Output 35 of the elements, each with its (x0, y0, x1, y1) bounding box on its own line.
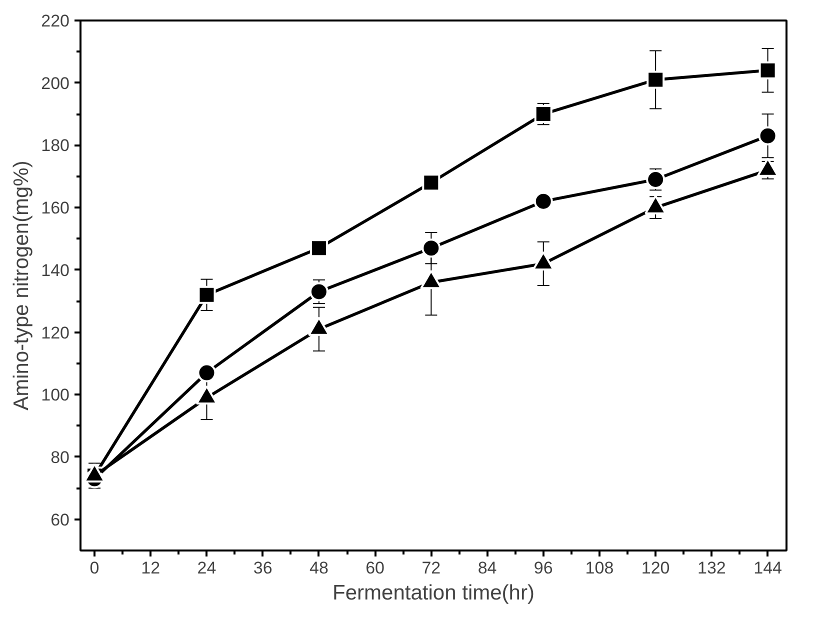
x-tick-label: 144 (754, 558, 782, 578)
y-axis-title: Amino-type nitrogen(mg%) (10, 160, 34, 410)
y-tick-label: 80 (50, 448, 70, 467)
point (646, 70, 665, 89)
y-tick-label: 220 (41, 12, 70, 30)
point (646, 170, 666, 189)
x-tick-label: 60 (366, 558, 385, 578)
x-tick-label: 12 (141, 558, 160, 578)
x-tick-label: 84 (478, 558, 497, 578)
x-tick-label: 72 (422, 558, 441, 578)
x-tick-label: 96 (534, 558, 553, 578)
point (198, 286, 216, 304)
point (422, 238, 441, 258)
x-tick-label: 36 (253, 558, 272, 578)
point (422, 174, 440, 192)
x-tick-label: 0 (90, 558, 100, 578)
point (758, 61, 777, 80)
x-tick-label: 108 (585, 558, 614, 578)
y-tick-label: 200 (41, 74, 70, 93)
x-tick-label: 48 (309, 558, 328, 578)
point (197, 363, 216, 382)
point (534, 192, 553, 211)
point (309, 282, 328, 302)
y-tick-label: 100 (41, 386, 70, 405)
y-tick-label: 120 (41, 323, 70, 342)
x-axis-title: Fermentation time(hr) (332, 582, 534, 604)
x-tick-label: 120 (641, 558, 670, 578)
x-tick-label: 24 (197, 558, 216, 578)
y-tick-label: 160 (41, 198, 70, 218)
y-tick-label: 140 (41, 260, 70, 280)
point (310, 239, 328, 258)
y-tick-label: 180 (41, 136, 70, 156)
point (758, 126, 778, 146)
y-tick-label: 60 (50, 510, 70, 530)
x-tick-label: 132 (698, 558, 726, 578)
